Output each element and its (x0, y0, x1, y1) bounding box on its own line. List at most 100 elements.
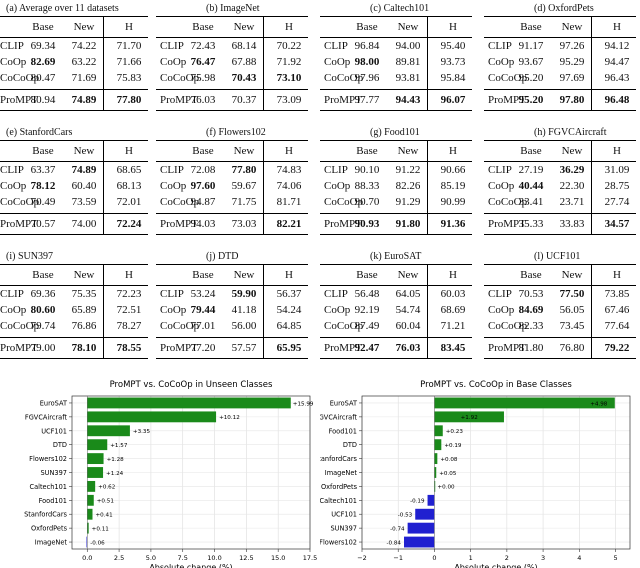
table-rule (0, 140, 148, 141)
new-cell: 75.35 (71, 288, 97, 300)
value-label: -0.53 (398, 513, 413, 519)
table-rule (156, 161, 308, 162)
method-cell: CoOp (488, 304, 515, 316)
method-cell: CoOp (0, 304, 27, 316)
method-cell: CoCoOp (0, 72, 40, 84)
table-divider (263, 141, 264, 234)
results-table: (j) DTD Base New H CLIP 53.24 59.90 56.37 CoOp 79… (156, 248, 314, 366)
method-cell: CoCoOp (160, 320, 200, 332)
category-label: Food101 (329, 427, 357, 435)
new-cell: 63.22 (71, 56, 97, 68)
table-row: CoCoOp 75.98 70.43 73.10 (156, 72, 314, 86)
base-cell: 94.03 (190, 218, 216, 230)
table-row: CoOp 97.60 59.67 74.06 (156, 180, 314, 194)
new-cell: 68.14 (231, 40, 257, 52)
new-cell: 94.43 (395, 94, 421, 106)
column-header: H (449, 269, 457, 281)
table-rule (0, 337, 148, 338)
table-divider (263, 17, 264, 110)
table-row: CLIP 72.43 68.14 70.22 (156, 40, 314, 54)
h-cell: 78.55 (116, 342, 142, 354)
new-cell: 73.59 (71, 196, 97, 208)
table-row: CoOp 78.12 60.40 68.13 (0, 180, 154, 194)
table-rule (0, 89, 148, 90)
table-rule (484, 16, 636, 17)
results-table: (i) SUN397 Base New H CLIP 69.36 75.35 72.23 CoO… (0, 248, 154, 366)
x-tick-label: 0.0 (82, 554, 92, 562)
h-cell: 34.57 (604, 218, 630, 230)
column-header: New (233, 145, 255, 157)
base-cell: 77.01 (190, 320, 216, 332)
table-row: ProMPT 90.93 91.80 91.36 (320, 218, 478, 232)
column-header: New (233, 269, 255, 281)
h-cell: 77.64 (604, 320, 630, 332)
x-tick-label: 0 (432, 554, 436, 562)
h-cell: 27.74 (604, 196, 630, 208)
base-cell: 91.17 (518, 40, 544, 52)
bar (434, 480, 436, 492)
results-table: (f) Flowers102 Base New H CLIP 72.08 77.80 74.8… (156, 124, 314, 242)
base-cell: 92.19 (354, 304, 380, 316)
table-row: ProMPT 80.94 74.89 77.80 (0, 94, 154, 108)
bar (434, 439, 442, 451)
new-cell: 93.81 (395, 72, 421, 84)
base-cell: 80.94 (30, 94, 56, 106)
new-cell: 97.69 (559, 72, 585, 84)
table-row: CoOp 82.69 63.22 71.66 (0, 56, 154, 70)
h-cell: 54.24 (276, 304, 302, 316)
table-caption: (k) EuroSAT (370, 251, 422, 262)
method-cell: CLIP (160, 288, 184, 300)
table-row: CoOp 88.33 82.26 85.19 (320, 180, 478, 194)
h-cell: 95.84 (440, 72, 466, 84)
base-cell: 82.69 (30, 56, 56, 68)
h-cell: 82.21 (276, 218, 302, 230)
table-row: CLIP 96.84 94.00 95.40 (320, 40, 478, 54)
base-cell: 87.49 (354, 320, 380, 332)
column-header: New (397, 145, 419, 157)
method-cell: CLIP (160, 40, 184, 52)
table-rule (484, 37, 636, 38)
table-rule (156, 110, 308, 111)
table-divider (263, 265, 264, 358)
column-header: H (613, 145, 621, 157)
column-header: Base (32, 145, 54, 157)
h-cell: 75.83 (116, 72, 142, 84)
base-cell: 69.34 (30, 40, 56, 52)
h-cell: 96.48 (604, 94, 630, 106)
table-row: CoCoOp 90.70 91.29 90.99 (320, 196, 478, 210)
category-label: OxfordPets (321, 483, 358, 491)
base-classes-bar-chart: ProMPT vs. CoCoOp in Base Classes −2 −1 0 1 2… (320, 380, 631, 568)
table-caption: (h) FGVCAircraft (534, 127, 607, 138)
new-cell: 60.40 (71, 180, 97, 192)
base-cell: 90.93 (354, 218, 380, 230)
bar (87, 480, 96, 492)
method-cell: CLIP (324, 288, 348, 300)
method-cell: ProMPT (324, 218, 362, 230)
new-cell: 97.26 (559, 40, 585, 52)
table-row: CoCoOp 97.96 93.81 95.84 (320, 72, 478, 86)
new-cell: 33.83 (559, 218, 585, 230)
base-cell: 79.74 (30, 320, 56, 332)
h-cell: 72.24 (116, 218, 142, 230)
base-cell: 56.48 (354, 288, 380, 300)
bar (87, 453, 104, 465)
h-cell: 96.07 (440, 94, 466, 106)
table-row: CoCoOp 94.87 71.75 81.71 (156, 196, 314, 210)
column-header: H (125, 21, 133, 33)
h-cell: 72.51 (116, 304, 142, 316)
x-tick-label: 1 (469, 554, 473, 562)
base-cell: 90.70 (354, 196, 380, 208)
column-header: New (561, 21, 583, 33)
method-cell: CLIP (0, 40, 24, 52)
base-cell: 27.19 (518, 164, 544, 176)
new-cell: 59.67 (231, 180, 257, 192)
results-table: (g) Food101 Base New H CLIP 90.10 91.22 90.66 Co… (320, 124, 478, 242)
new-cell: 71.69 (71, 72, 97, 84)
h-cell: 85.19 (440, 180, 466, 192)
h-cell: 31.09 (604, 164, 630, 176)
table-rule (0, 110, 148, 111)
h-cell: 81.71 (276, 196, 302, 208)
category-label: FGVCAircraft (25, 413, 68, 421)
h-cell: 71.21 (440, 320, 466, 332)
base-cell: 95.20 (518, 94, 544, 106)
